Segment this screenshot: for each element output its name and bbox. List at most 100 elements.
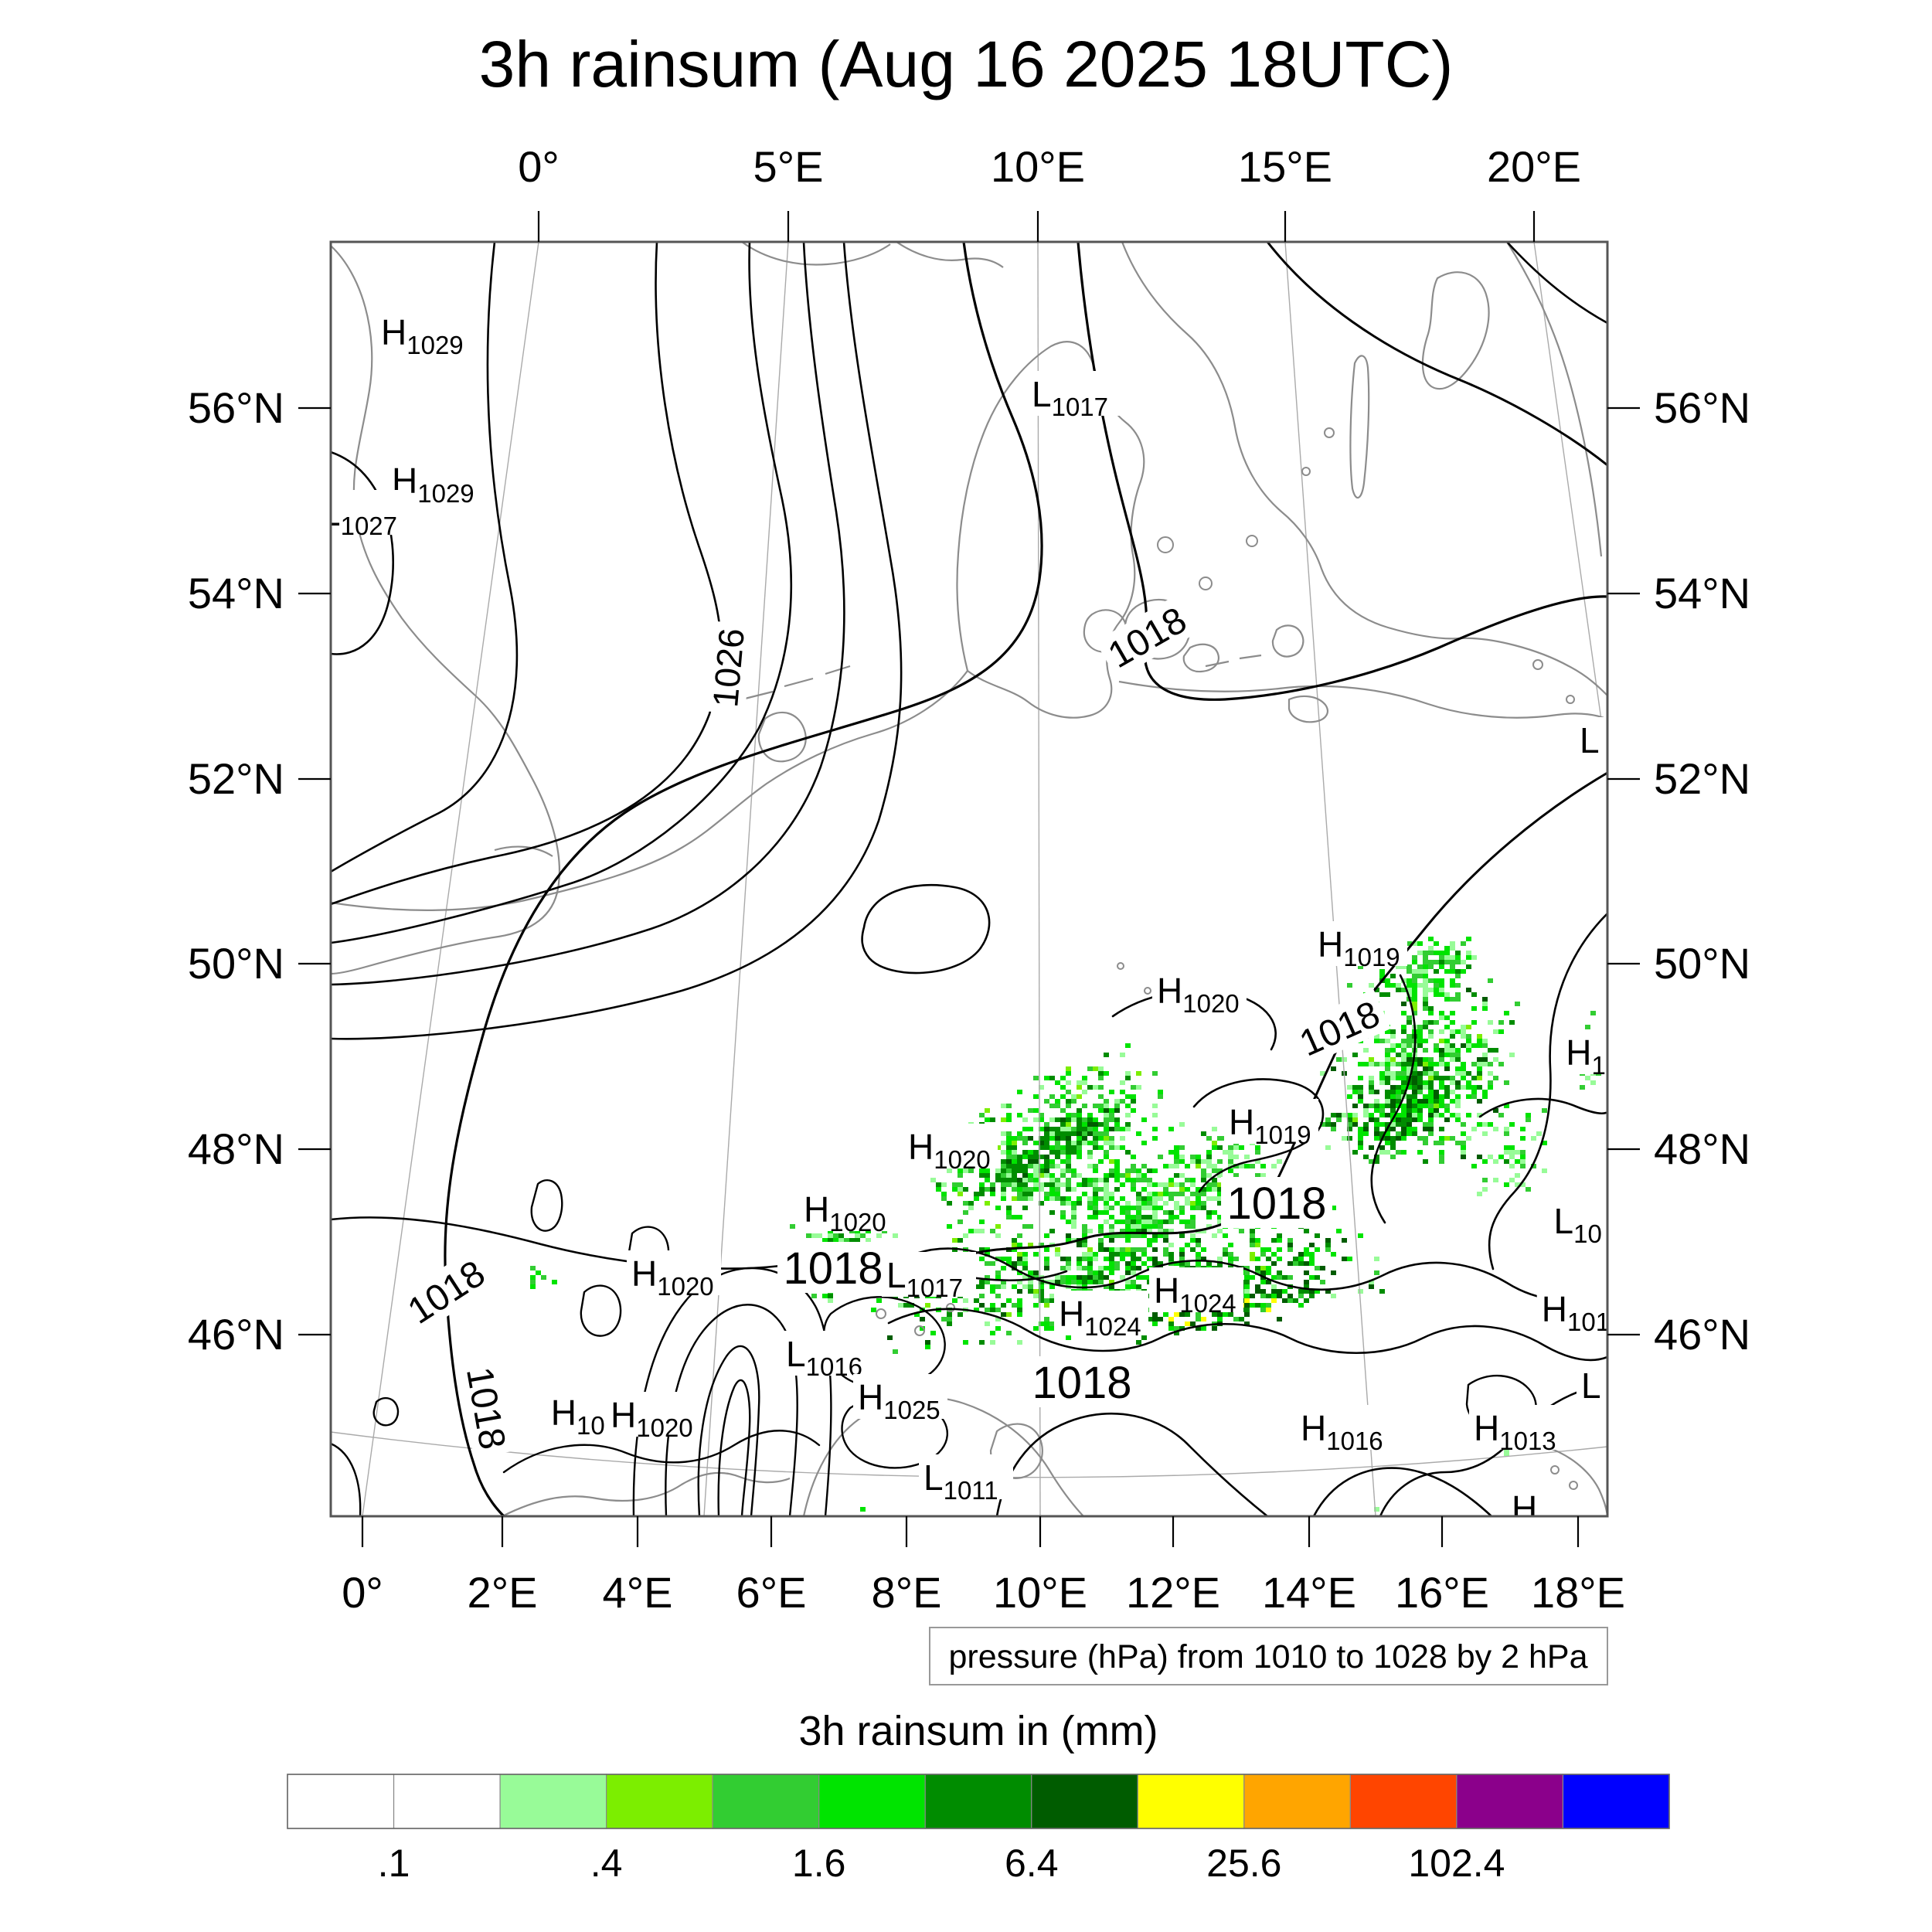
rain-cell — [1228, 1145, 1233, 1150]
isobar-label-box — [1026, 1356, 1138, 1407]
rain-cell — [1049, 1076, 1055, 1080]
rain-cell — [1315, 1266, 1320, 1270]
rain-cell — [1417, 941, 1423, 946]
coastline — [741, 242, 891, 266]
rain-cell — [1401, 1057, 1406, 1062]
rain-cell — [1444, 969, 1450, 974]
rain-cell — [1390, 1141, 1396, 1145]
rain-cell — [1401, 1011, 1406, 1015]
rain-cell — [1417, 964, 1423, 969]
rain-cell — [1055, 1131, 1060, 1136]
rain-cell — [1093, 1275, 1098, 1280]
rain-cell — [1017, 1280, 1022, 1284]
rain-cell — [1439, 1136, 1444, 1141]
rain-cell — [1012, 1261, 1017, 1266]
rain-cell — [1066, 1099, 1071, 1104]
rain-cell — [1444, 946, 1450, 951]
rain-cell — [1136, 1071, 1141, 1076]
rain-cell — [1423, 1122, 1428, 1127]
pressure-legend: pressure (hPa) from 1010 to 1028 by 2 hP… — [929, 1627, 1608, 1685]
rain-cell — [1417, 1039, 1423, 1043]
rain-cell — [1309, 1257, 1315, 1261]
rain-cell — [1028, 1108, 1033, 1113]
rain-cell — [1087, 1257, 1093, 1261]
rain-cell — [1504, 1131, 1509, 1136]
rain-cell — [1401, 1002, 1406, 1006]
rain-cell — [1260, 1252, 1266, 1257]
rain-cell — [1017, 1257, 1022, 1261]
rain-cell — [1147, 1201, 1152, 1206]
rain-cell — [1012, 1196, 1017, 1201]
rain-cell — [1450, 997, 1455, 1002]
rain-cell — [1109, 1117, 1114, 1122]
rain-cell — [1201, 1168, 1206, 1173]
rain-cell — [1022, 1257, 1028, 1261]
isobar-label: 1018 — [777, 1242, 889, 1294]
rain-cell — [1168, 1182, 1174, 1187]
pressure-center-label: L1017 — [1027, 371, 1121, 421]
rain-cell — [957, 1168, 963, 1173]
rain-cell — [1098, 1270, 1104, 1275]
rain-cell — [1482, 1122, 1488, 1127]
rain-cell — [1244, 1275, 1250, 1280]
rain-cell — [1098, 1159, 1104, 1164]
rain-cell — [1017, 1168, 1022, 1173]
rain-cell — [1104, 1266, 1109, 1270]
rain-cell — [530, 1266, 536, 1270]
rain-cell — [1152, 1113, 1158, 1117]
rain-cell — [1104, 1206, 1109, 1210]
rain-cell — [1401, 1066, 1406, 1071]
rain-cell — [1120, 1196, 1125, 1201]
rain-cell — [1493, 1127, 1498, 1131]
pressure-center-label: H1020 — [903, 1124, 998, 1174]
rain-cell — [979, 1303, 985, 1308]
rain-cell — [1233, 1257, 1239, 1261]
rain-cell — [871, 1308, 876, 1312]
rain-cell — [952, 1298, 957, 1303]
rain-cell — [1022, 1164, 1028, 1168]
rain-cell — [1385, 992, 1390, 997]
rain-cell — [1152, 1104, 1158, 1108]
rain-cell — [941, 1317, 947, 1321]
rain-cell — [1044, 1247, 1049, 1252]
rain-cell — [1277, 1247, 1282, 1252]
rain-cell — [1028, 1284, 1033, 1289]
rain-cell — [1131, 1215, 1136, 1219]
rain-cell — [1434, 992, 1439, 997]
rain-cell — [1114, 1252, 1120, 1257]
rain-cell — [1428, 1085, 1434, 1090]
rain-cell — [952, 1182, 957, 1187]
rain-cell — [1260, 1173, 1266, 1178]
rain-cell — [1136, 1257, 1141, 1261]
rain-cell — [1455, 1071, 1461, 1076]
rain-cell — [1055, 1127, 1060, 1131]
rain-cell — [1109, 1090, 1114, 1094]
rain-cell — [1168, 1178, 1174, 1182]
rain-cell — [1017, 1178, 1022, 1182]
coastline — [1121, 242, 1607, 696]
pressure-label-box — [1224, 1099, 1318, 1144]
rain-cell — [1196, 1187, 1201, 1192]
rain-cell — [1401, 964, 1406, 969]
rain-cell — [1428, 1020, 1434, 1025]
rain-cell — [1255, 1173, 1260, 1178]
rain-cell — [1201, 1178, 1206, 1182]
rain-cell — [1071, 1094, 1077, 1099]
island-outline — [1324, 427, 1335, 438]
rain-cell — [1049, 1187, 1055, 1192]
rain-cell — [1071, 1145, 1077, 1150]
rain-cell — [1109, 1159, 1114, 1164]
rain-cell — [1017, 1215, 1022, 1219]
rain-cell — [1369, 1076, 1374, 1080]
rain-cell — [968, 1201, 974, 1206]
rain-cell — [1174, 1155, 1179, 1159]
rain-cell — [1412, 1011, 1417, 1015]
rain-cell — [1461, 1029, 1466, 1034]
rain-cell — [1163, 1201, 1168, 1206]
rain-cell — [1412, 969, 1417, 974]
rain-cell — [1104, 1196, 1109, 1201]
rain-cell — [1017, 1131, 1022, 1136]
rain-cell — [1206, 1196, 1212, 1201]
rain-cell — [1401, 1127, 1406, 1131]
rain-cell — [1287, 1243, 1293, 1247]
